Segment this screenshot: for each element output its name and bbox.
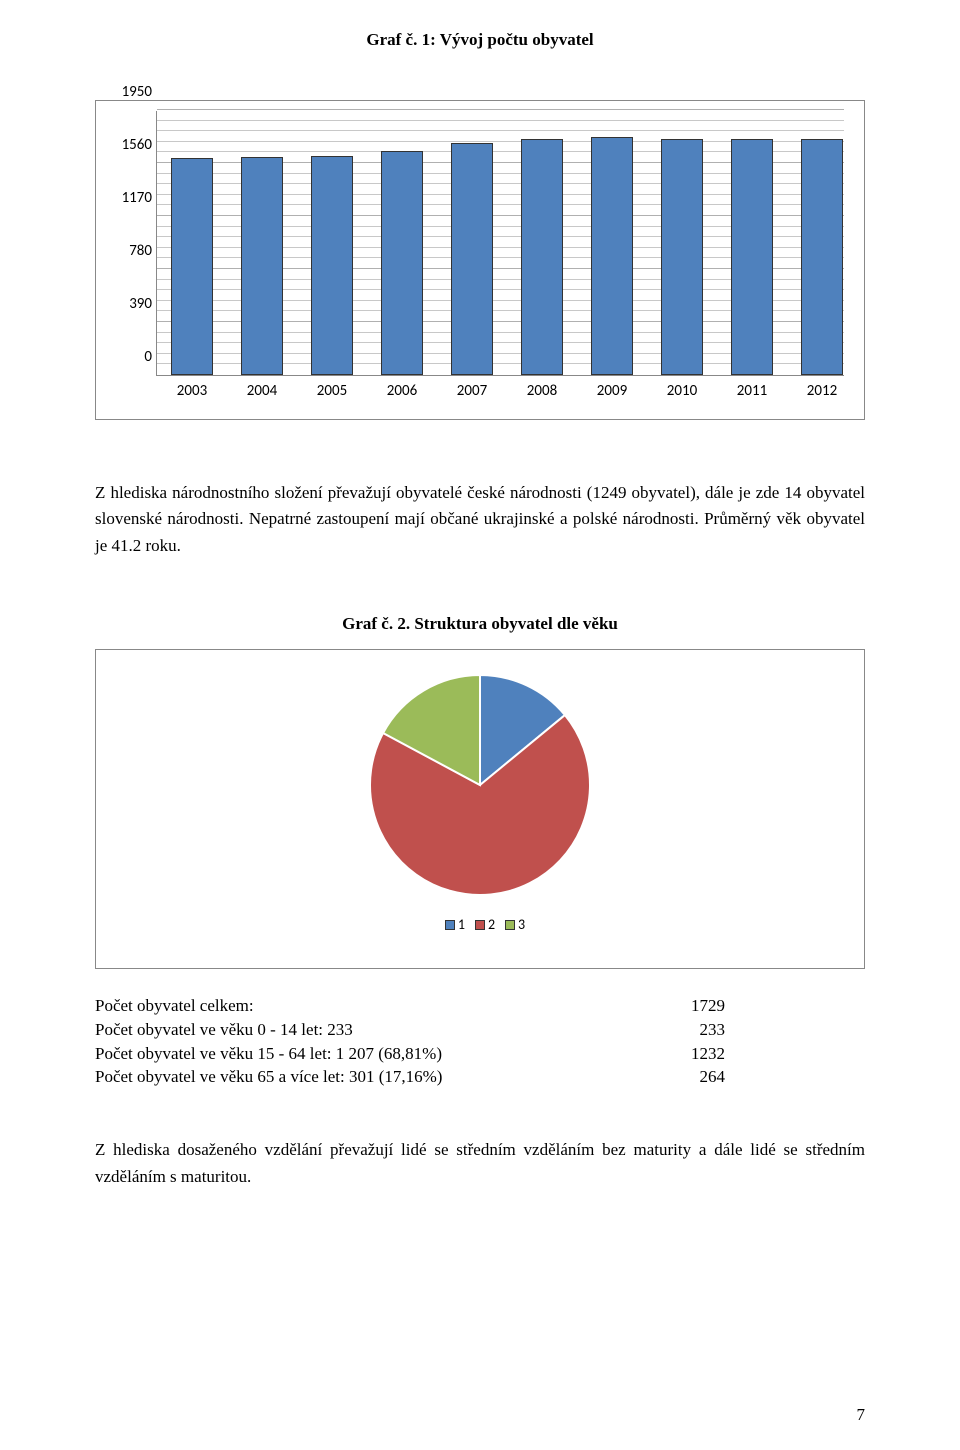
bar-2010 [661,139,703,375]
bar-xtick-label: 2012 [807,382,837,400]
stat-row: Počet obyvatel ve věku 65 a více let: 30… [95,1065,865,1089]
bar-plot-area: 0390780117015601950200320042005200620072… [156,111,844,376]
bar-2009 [591,137,633,376]
pie-chart: 1 2 3 [95,649,865,969]
stat-label: Počet obyvatel celkem: [95,994,645,1018]
paragraph-2: Z hlediska dosaženého vzdělání převažují… [95,1137,865,1190]
chart1-title: Graf č. 1: Vývoj počtu obyvatel [95,30,865,50]
bar-ytick-label: 780 [107,242,152,260]
legend-swatch-1 [445,920,455,930]
stat-value: 1232 [645,1042,725,1066]
stat-label: Počet obyvatel ve věku 65 a více let: 30… [95,1065,645,1089]
stats-block: Počet obyvatel celkem:1729Počet obyvatel… [95,994,865,1089]
bar-xtick-label: 2007 [457,382,487,400]
stat-value: 264 [645,1065,725,1089]
bar-xtick-label: 2011 [737,382,767,400]
bar-xtick-label: 2005 [317,382,347,400]
bar-2007 [451,143,493,375]
bar-ytick-label: 1950 [107,83,152,101]
stat-value: 1729 [645,994,725,1018]
bar-2004 [241,157,283,375]
bar-2011 [731,139,773,375]
bar-xtick-label: 2003 [177,382,207,400]
pie-svg [365,670,595,900]
bar-gridline [157,109,844,110]
pie-legend: 1 2 3 [96,915,864,933]
bar-2012 [801,139,843,375]
stat-row: Počet obyvatel celkem:1729 [95,994,865,1018]
bar-gridline [157,120,844,121]
stat-row: Počet obyvatel ve věku 15 - 64 let: 1 20… [95,1042,865,1066]
legend-label-3: 3 [518,916,525,933]
bar-ytick-label: 1560 [107,136,152,154]
bar-gridline [157,130,844,131]
bar-xtick-label: 2006 [387,382,417,400]
stat-row: Počet obyvatel ve věku 0 - 14 let: 23323… [95,1018,865,1042]
bar-chart: 0390780117015601950200320042005200620072… [95,100,865,420]
legend-swatch-2 [475,920,485,930]
bar-ytick-label: 1170 [107,189,152,207]
legend-label-1: 1 [458,916,465,933]
legend-label-2: 2 [488,916,495,933]
paragraph-1: Z hlediska národnostního složení převažu… [95,480,865,559]
bar-2008 [521,139,563,375]
bar-2006 [381,151,423,375]
legend-swatch-3 [505,920,515,930]
bar-xtick-label: 2008 [527,382,557,400]
bar-2005 [311,156,353,375]
chart2-title: Graf č. 2. Struktura obyvatel dle věku [95,614,865,634]
page-number: 7 [857,1405,866,1425]
stat-value: 233 [645,1018,725,1042]
stat-label: Počet obyvatel ve věku 15 - 64 let: 1 20… [95,1042,645,1066]
bar-2003 [171,158,213,375]
stat-label: Počet obyvatel ve věku 0 - 14 let: 233 [95,1018,645,1042]
bar-xtick-label: 2004 [247,382,277,400]
bar-xtick-label: 2009 [597,382,627,400]
bar-ytick-label: 0 [107,348,152,366]
bar-xtick-label: 2010 [667,382,697,400]
bar-ytick-label: 390 [107,295,152,313]
